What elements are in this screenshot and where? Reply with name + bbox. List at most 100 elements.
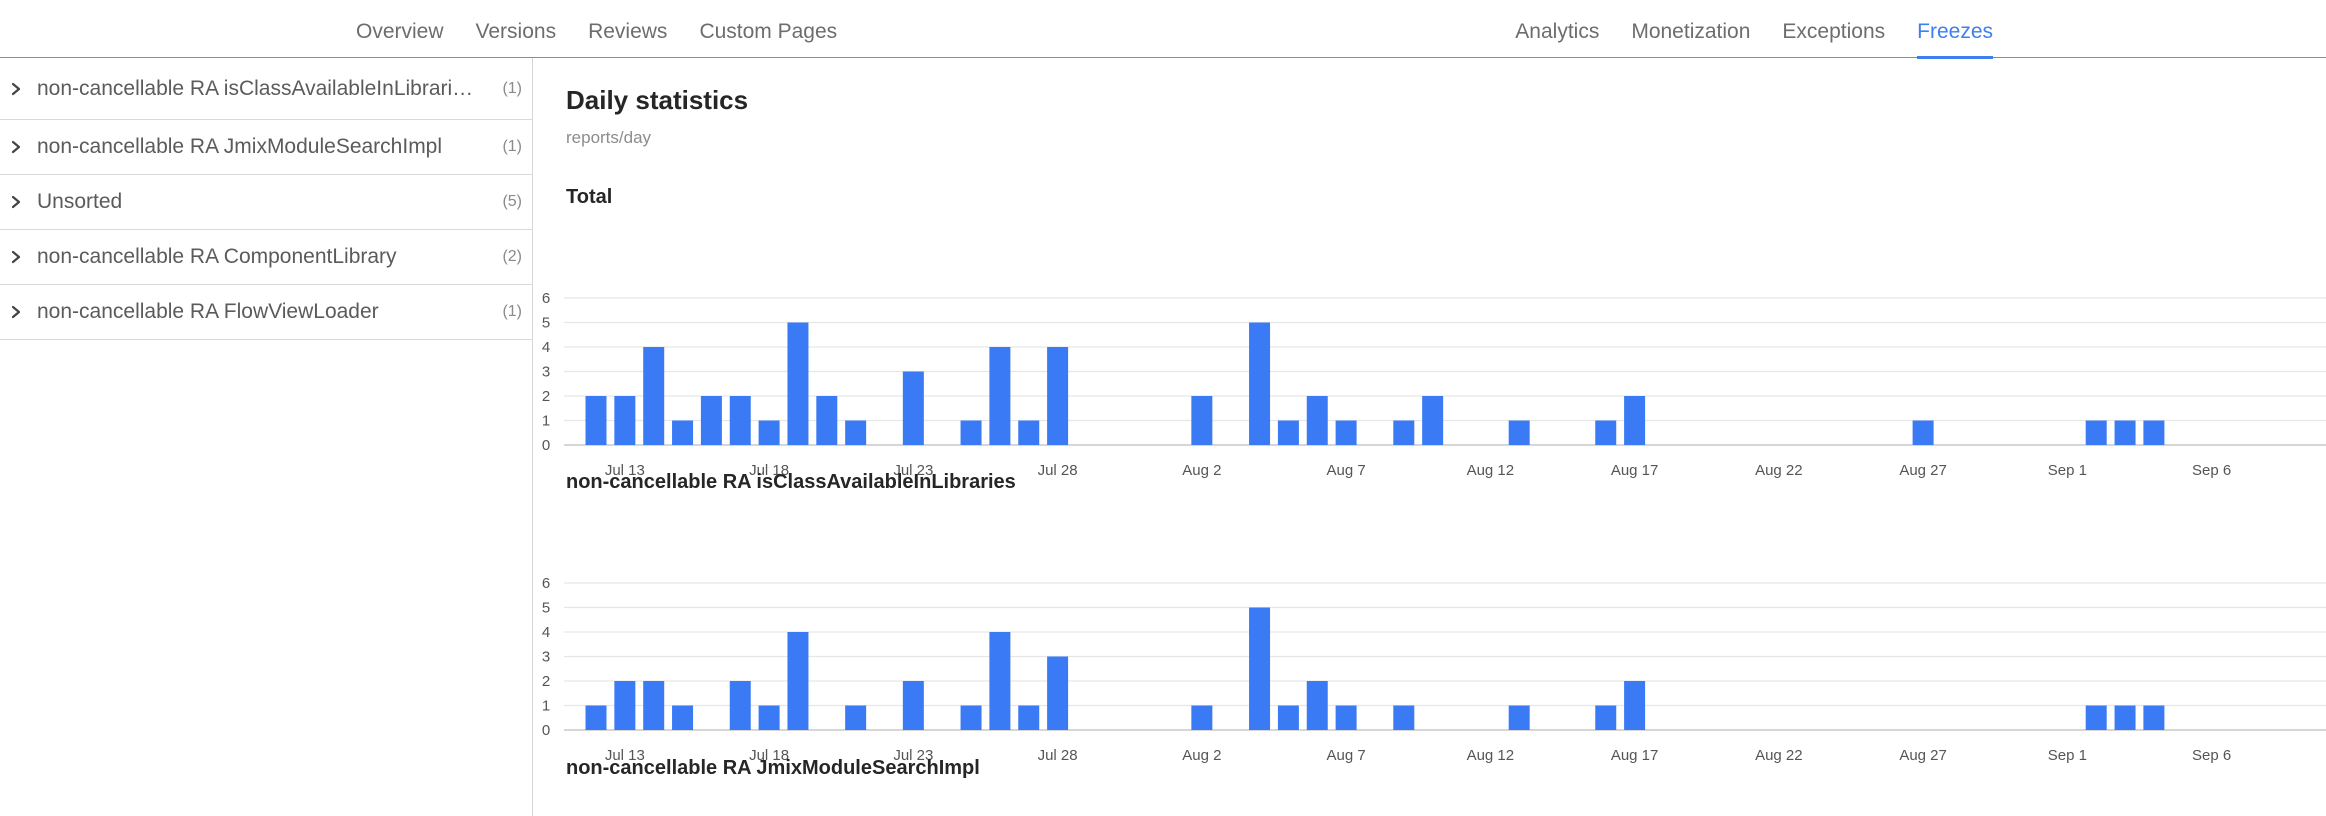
x-tick-label: Jul 18 xyxy=(749,747,789,764)
y-tick-label: 1 xyxy=(542,698,550,715)
chart-bar xyxy=(1912,420,1934,445)
chart-bar xyxy=(1595,705,1617,730)
tab-exceptions[interactable]: Exceptions xyxy=(1782,20,1886,43)
chart-bar xyxy=(1047,656,1069,730)
y-tick-label: 6 xyxy=(542,575,550,592)
chart-bar xyxy=(787,632,809,730)
tab-custom-pages[interactable]: Custom Pages xyxy=(699,20,838,43)
x-tick-label: Aug 27 xyxy=(1899,462,1947,479)
x-tick-label: Aug 2 xyxy=(1182,747,1221,764)
chart-bar xyxy=(960,420,982,445)
y-tick-label: 2 xyxy=(542,673,550,690)
chart-bar xyxy=(1393,420,1415,445)
group-count: (1) xyxy=(502,303,522,320)
chart-title-isclassavailable: non-cancellable RA isClassAvailableInLib… xyxy=(566,471,1016,493)
chart-bar xyxy=(1018,705,1040,730)
chart-bar xyxy=(2114,420,2136,445)
x-tick-label: Sep 1 xyxy=(2048,747,2087,764)
chart-bar xyxy=(1277,420,1299,445)
group-label: Unsorted xyxy=(37,190,123,213)
x-tick-label: Jul 13 xyxy=(605,747,645,764)
chevron-right-icon[interactable] xyxy=(9,81,23,97)
chart-bar xyxy=(1508,420,1530,445)
chart-bar xyxy=(816,396,838,445)
group-count: (1) xyxy=(502,79,522,97)
tab-reviews[interactable]: Reviews xyxy=(588,20,668,43)
group-row-unsorted[interactable]: Unsorted (5) xyxy=(0,175,532,230)
x-tick-label: Aug 17 xyxy=(1611,462,1659,479)
x-tick-label: Sep 6 xyxy=(2192,747,2231,764)
chart-bar xyxy=(585,705,607,730)
chart-bar xyxy=(585,396,607,445)
group-label: non-cancellable RA isClassAvailableInLib… xyxy=(37,76,474,100)
group-label: non-cancellable RA JmixModuleSearchImpl xyxy=(37,135,443,158)
x-tick-label: Aug 2 xyxy=(1182,462,1221,479)
chart-bar xyxy=(1249,607,1271,730)
chart-bar xyxy=(2114,705,2136,730)
y-tick-label: 3 xyxy=(542,649,550,666)
group-row-jmixmodulesearch[interactable]: non-cancellable RA JmixModuleSearchImpl … xyxy=(0,120,532,175)
page-subtitle: reports/day xyxy=(566,128,652,147)
y-tick-label: 0 xyxy=(542,437,550,454)
chart-bar xyxy=(787,322,809,445)
chart-bar xyxy=(1624,396,1646,445)
top-navigation: Overview Versions Reviews Custom Pages A… xyxy=(0,0,2326,59)
tab-monetization[interactable]: Monetization xyxy=(1631,20,1751,43)
chart-bar xyxy=(989,632,1011,730)
chart-title-total: Total xyxy=(566,186,613,208)
chart-bar xyxy=(1249,322,1271,445)
chart-bar xyxy=(614,681,636,730)
x-tick-label: Sep 6 xyxy=(2192,462,2231,479)
chart-bar xyxy=(1277,705,1299,730)
group-row-flowviewloader[interactable]: non-cancellable RA FlowViewLoader (1) xyxy=(0,285,532,340)
x-tick-label: Jul 28 xyxy=(1038,462,1078,479)
x-tick-label: Aug 12 xyxy=(1467,462,1515,479)
chart-bar xyxy=(902,681,924,730)
chart-bar xyxy=(643,681,665,730)
chart-bar xyxy=(1306,681,1328,730)
x-tick-label: Jul 23 xyxy=(893,747,933,764)
chevron-right-icon[interactable] xyxy=(9,139,23,155)
group-count: (5) xyxy=(502,193,522,210)
chart-bar xyxy=(2085,705,2107,730)
x-tick-label: Aug 7 xyxy=(1326,747,1365,764)
chart-bar xyxy=(643,347,665,445)
y-tick-label: 4 xyxy=(542,624,550,641)
group-row-componentlibrary[interactable]: non-cancellable RA ComponentLibrary (2) xyxy=(0,230,532,285)
chart-bar xyxy=(1595,420,1617,445)
nav-right-group: Analytics Monetization Exceptions Freeze… xyxy=(1515,0,1993,59)
x-tick-label: Aug 12 xyxy=(1467,747,1515,764)
chevron-right-icon[interactable] xyxy=(9,249,23,265)
chart-bar xyxy=(1508,705,1530,730)
y-tick-label: 3 xyxy=(542,364,550,381)
chart-bar xyxy=(1191,396,1213,445)
tab-analytics[interactable]: Analytics xyxy=(1515,20,1600,43)
chart-bar xyxy=(1624,681,1646,730)
y-tick-label: 5 xyxy=(542,315,550,332)
chart-total: 0 1 2 3 4 5 6 Jul 13 Jul 18 Jul 23 Jul 28 Aug 2 Aug … xyxy=(542,290,2326,479)
tab-versions[interactable]: Versions xyxy=(475,20,557,43)
chart-bar xyxy=(614,396,636,445)
chart-bar xyxy=(2085,420,2107,445)
x-tick-label: Jul 13 xyxy=(605,462,645,479)
y-tick-label: 1 xyxy=(542,413,550,430)
group-row-isclassavailable[interactable]: non-cancellable RA isClassAvailableInLib… xyxy=(0,58,532,120)
chevron-right-icon[interactable] xyxy=(9,194,23,210)
x-tick-label: Aug 22 xyxy=(1755,462,1803,479)
chart-bar xyxy=(1335,705,1357,730)
chart-bar xyxy=(1018,420,1040,445)
chart-bar xyxy=(758,420,780,445)
chart-bar xyxy=(2143,705,2165,730)
tab-overview[interactable]: Overview xyxy=(356,20,444,43)
chart-bar xyxy=(1047,347,1069,445)
chart-bar xyxy=(1335,420,1357,445)
y-tick-label: 6 xyxy=(542,290,550,307)
group-count: (2) xyxy=(502,248,522,265)
chevron-right-icon[interactable] xyxy=(9,304,23,320)
chart-bar xyxy=(700,396,722,445)
tab-freezes[interactable]: Freezes xyxy=(1917,0,1993,59)
x-tick-label: Jul 23 xyxy=(893,462,933,479)
y-tick-label: 4 xyxy=(542,339,550,356)
group-count: (1) xyxy=(502,138,522,155)
x-tick-label: Jul 28 xyxy=(1038,747,1078,764)
